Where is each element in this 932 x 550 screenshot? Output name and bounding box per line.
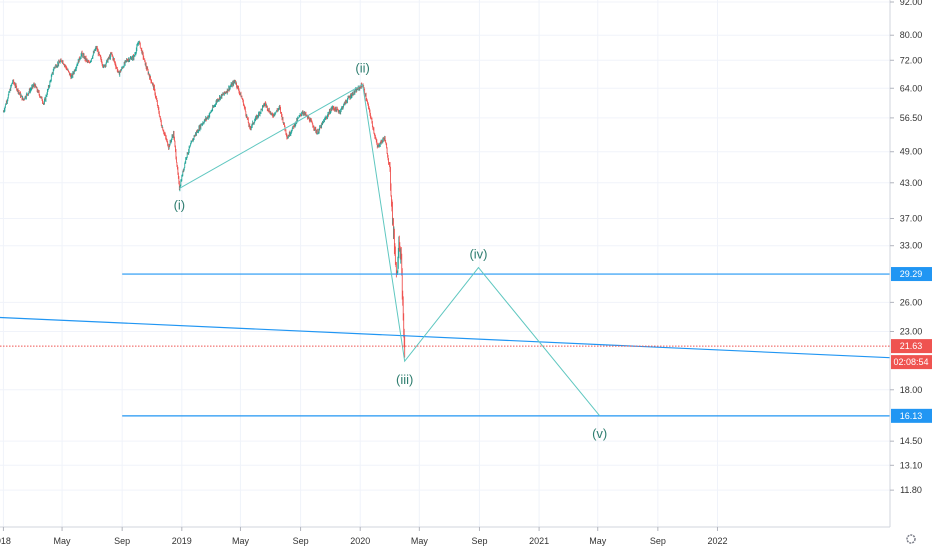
wave-path[interactable]	[179, 83, 601, 417]
time-tick-label: Sep	[650, 536, 666, 546]
trendline-group[interactable]	[0, 316, 891, 359]
price-tick-label: 43.00	[900, 178, 923, 188]
price-tag-label: 29.29	[900, 269, 923, 279]
time-tick-label: Sep	[114, 536, 130, 546]
wave-label: (ii)	[355, 61, 369, 76]
time-tick-label: Sep	[293, 536, 309, 546]
grid	[0, 0, 890, 527]
horizontal-levels[interactable]	[122, 273, 890, 417]
price-tick-label: 64.00	[900, 83, 923, 93]
wave-label: (v)	[592, 426, 607, 441]
price-tick-label: 14.50	[900, 436, 923, 446]
price-tag	[891, 408, 932, 423]
time-tick-label: May	[54, 536, 72, 546]
price-tag-label: 16.13	[900, 411, 923, 421]
countdown-label: 02:08:54	[893, 357, 928, 367]
time-tick-label: Sep	[471, 536, 487, 546]
price-candles	[2, 40, 406, 358]
countdown-tag	[891, 355, 932, 370]
time-axis[interactable]: 018 May Sep 2019 May Sep 2020 May Sep 2021 May Sep 2…	[0, 526, 916, 546]
time-tick-label: 2022	[707, 536, 727, 546]
price-tick-label: 37.00	[900, 214, 923, 224]
elliott-wave-group[interactable]: (i) (ii) (iii) (iv) (v)	[174, 61, 608, 441]
price-tag	[891, 339, 932, 354]
price-tick-label: 72.00	[900, 55, 923, 65]
time-tick-label: 2020	[350, 536, 370, 546]
time-tick-label: 2019	[172, 536, 192, 546]
price-tick-label: 80.00	[900, 30, 923, 40]
price-tick-label: 18.00	[900, 385, 923, 395]
time-tick-label: May	[232, 536, 250, 546]
wave-label: (i)	[174, 197, 186, 212]
price-tick-label: 49.00	[900, 147, 923, 157]
gear-icon[interactable]	[906, 534, 916, 544]
time-tick-label: 018	[0, 536, 11, 546]
time-tick-label: May	[589, 536, 607, 546]
wave-label: (iii)	[396, 372, 413, 387]
time-tick-label: May	[411, 536, 429, 546]
price-tick-label: 33.00	[900, 241, 923, 251]
wave-label: (iv)	[469, 247, 487, 262]
price-tick-label: 92.00	[900, 0, 923, 7]
price-tick-label: 56.50	[900, 113, 923, 123]
price-tick-label: 23.00	[900, 327, 923, 337]
price-tag	[891, 267, 932, 282]
price-tick-label: 11.80	[900, 485, 922, 495]
price-tag-label: 21.63	[900, 341, 923, 351]
price-tags: 29.29 16.13 21.63 02:08:54	[891, 267, 932, 423]
price-tick-label: 13.10	[900, 460, 923, 470]
price-tick-label: 26.00	[900, 297, 923, 307]
price-axis[interactable]: 92.00 80.00 72.00 64.00 56.50 49.00 43.00 37.00…	[889, 0, 923, 527]
trendline[interactable]	[0, 316, 891, 359]
time-tick-label: 2021	[529, 536, 549, 546]
